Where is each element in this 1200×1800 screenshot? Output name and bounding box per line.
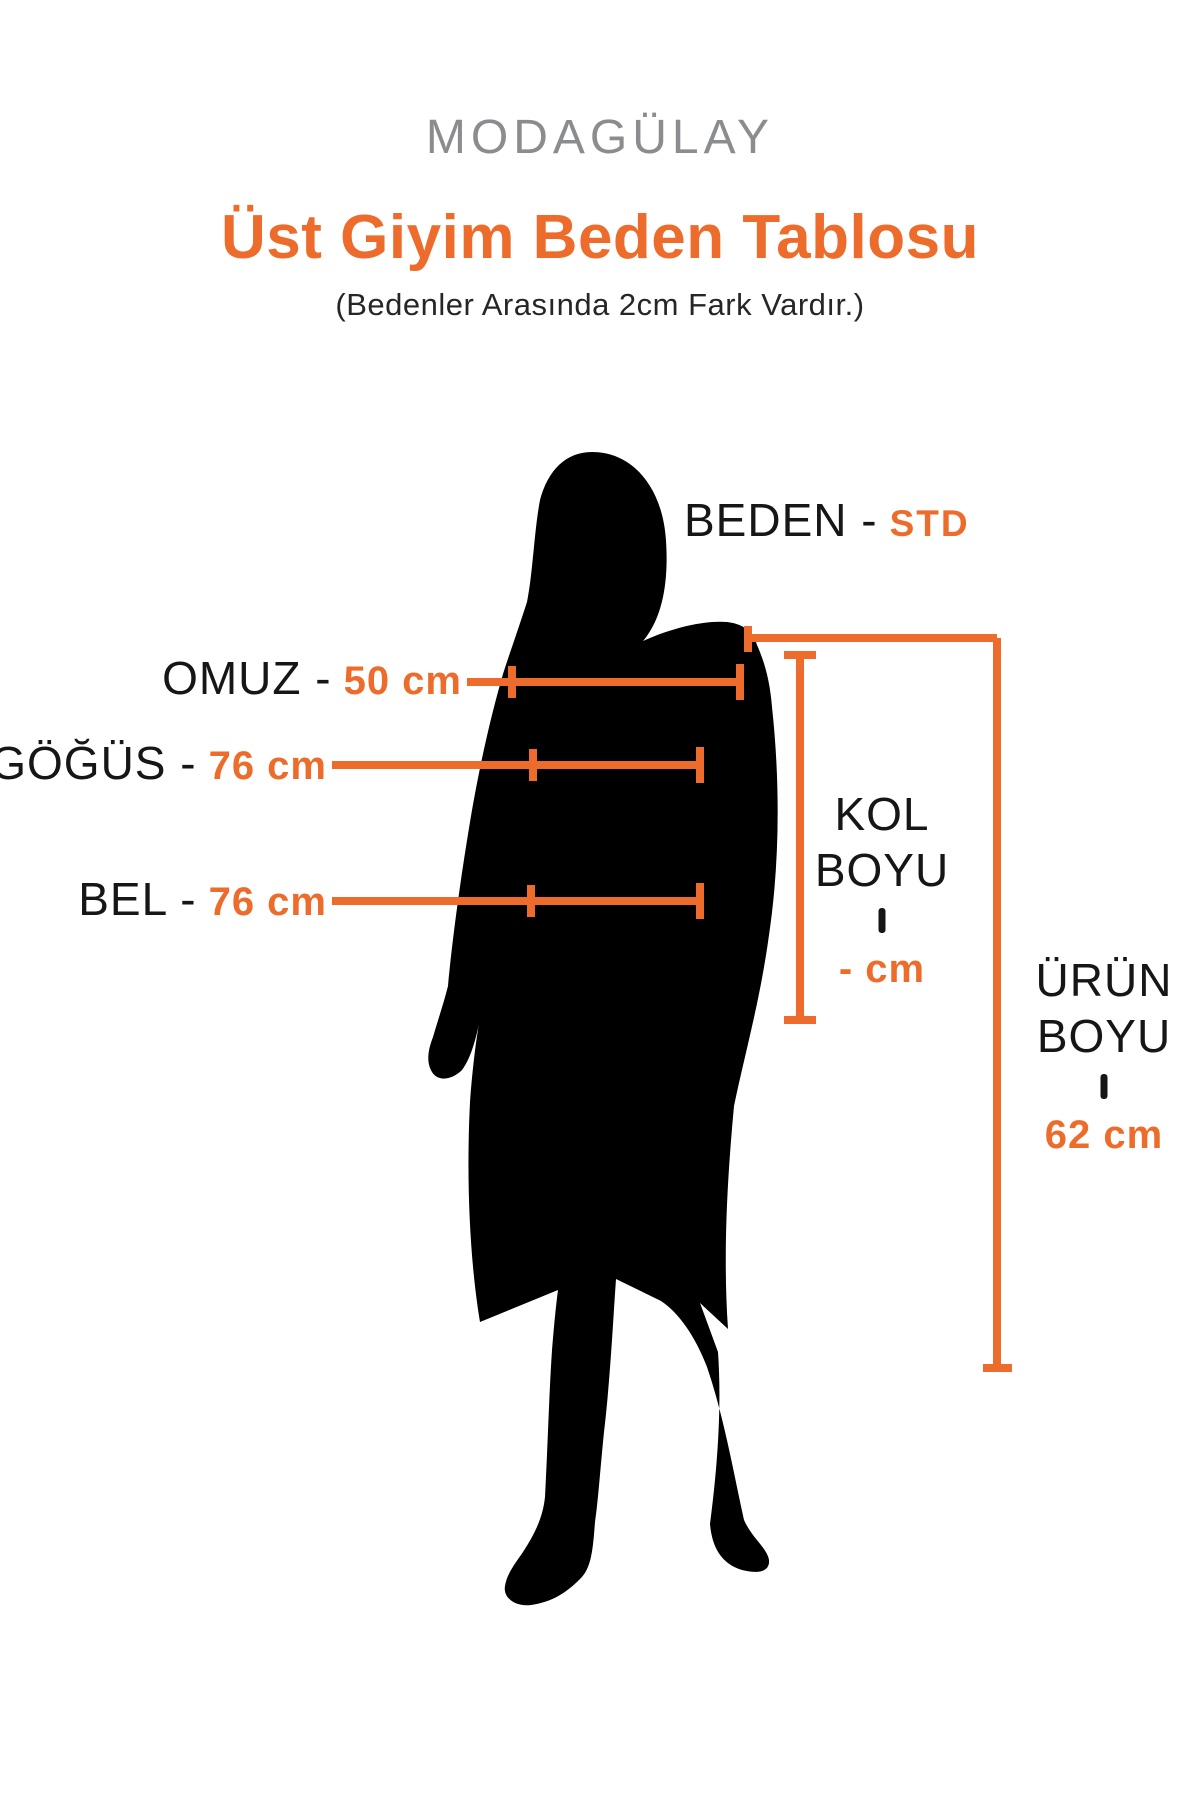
bel-label-text: BEL - [78, 872, 197, 925]
urun-boyu-measure-line [744, 626, 1012, 1372]
omuz-label: OMUZ - 50 cm [162, 651, 462, 705]
bel-value: 76 cm [208, 879, 327, 924]
bel-measure-line [332, 883, 704, 919]
kol-boyu-label: KOL BOYU - cm [785, 786, 980, 994]
bel-label: BEL - 76 cm [78, 872, 327, 926]
urun-boyu-label: ÜRÜN BOYU 62 cm [1002, 952, 1200, 1160]
omuz-measure-line [467, 664, 744, 700]
omuz-label-text: OMUZ - [162, 651, 332, 704]
person-silhouette [428, 452, 778, 1606]
gogus-label: GÖĞÜS - 76 cm [0, 736, 327, 790]
brand-logo: MODAGÜLAY [425, 111, 775, 164]
vertical-tick-icon [878, 908, 886, 934]
size-label: BEDEN - STD [684, 493, 970, 547]
page-subtitle: (Bedenler Arasında 2cm Fark Vardır.) [335, 287, 865, 322]
size-label-text: BEDEN - [684, 493, 878, 546]
size-value: STD [889, 502, 970, 544]
vertical-tick-icon [1100, 1074, 1108, 1100]
kol-boyu-label-text: KOL BOYU [814, 788, 950, 897]
page-title: Üst Giyim Beden Tablosu [221, 203, 979, 272]
urun-boyu-label-text: ÜRÜN BOYU [1035, 954, 1173, 1063]
gogus-label-text: GÖĞÜS - [0, 736, 197, 789]
omuz-value: 50 cm [343, 658, 462, 703]
gogus-measure-line [332, 747, 704, 783]
urun-boyu-value: 62 cm [1044, 1113, 1164, 1158]
gogus-value: 76 cm [208, 743, 327, 788]
kol-boyu-measure-line [784, 651, 816, 1024]
kol-boyu-value: - cm [838, 947, 926, 992]
